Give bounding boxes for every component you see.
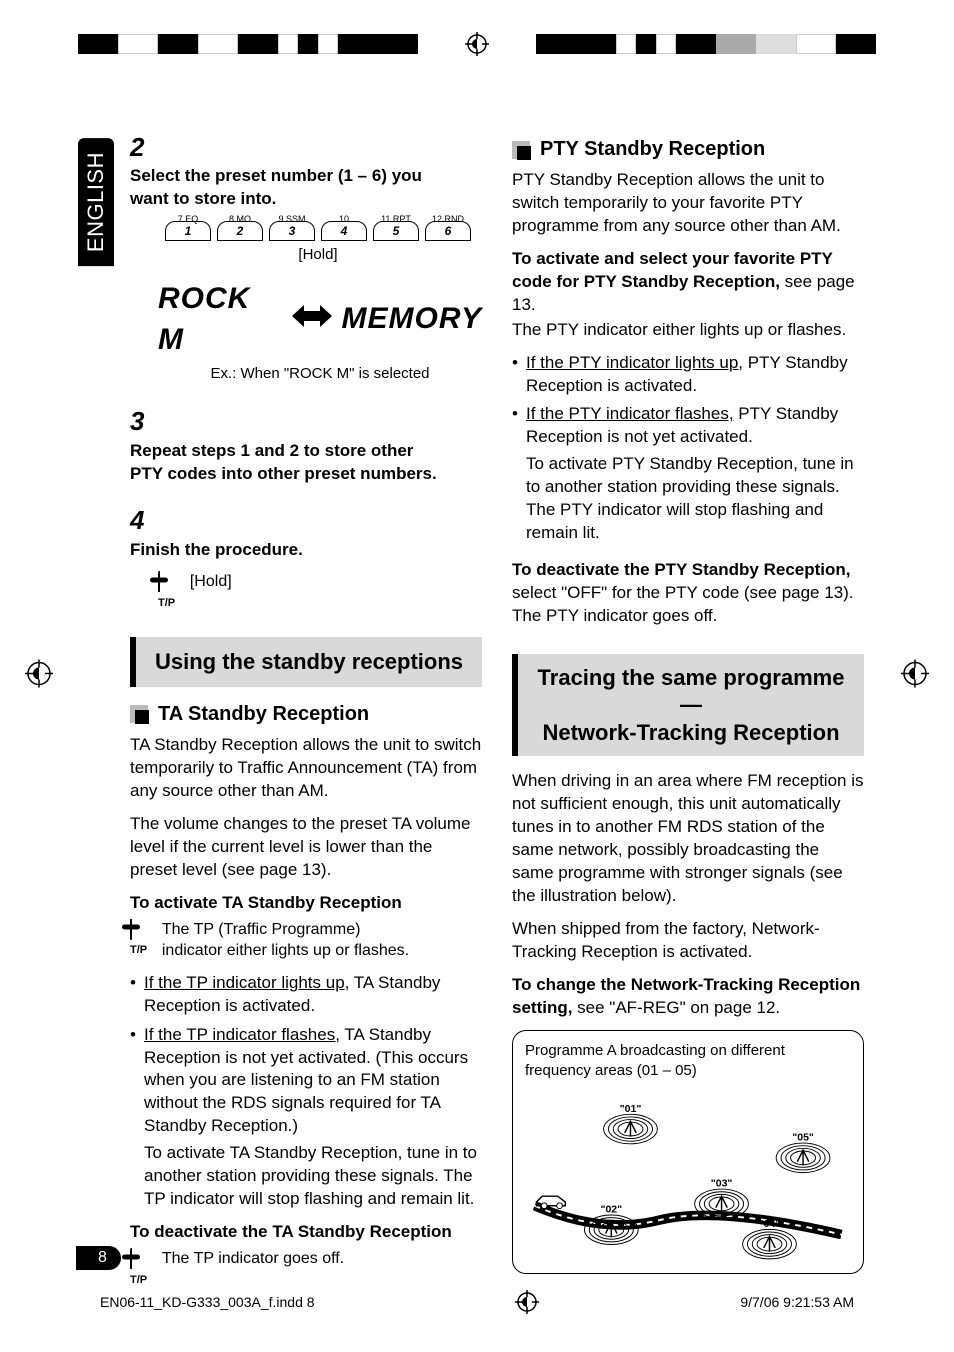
tp-button-row: T/P The TP indicator goes off. — [130, 1248, 482, 1288]
tp-button-icon: T/P — [158, 571, 175, 611]
page-content: 2 Select the preset number (1 – 6) you w… — [130, 130, 864, 1272]
tp-button-icon: T/P — [130, 1248, 147, 1288]
step-number: 3 — [130, 404, 158, 439]
body-text: PTY Standby Reception allows the unit to… — [512, 169, 864, 238]
network-tracking-diagram: Programme A broadcasting on different fr… — [512, 1030, 864, 1275]
preset-key: 39 SSM — [269, 221, 315, 241]
step-number: 2 — [130, 130, 158, 165]
bullet-list: If the TP indicator lights up, TA Standb… — [130, 972, 482, 1211]
svg-text:"03": "03" — [711, 1178, 733, 1190]
svg-text:"02": "02" — [600, 1204, 622, 1216]
body-text: When driving in an area where FM recepti… — [512, 770, 864, 908]
subheading-ta: TA Standby Reception — [130, 701, 482, 728]
subheading-pty: PTY Standby Reception — [512, 136, 864, 163]
list-item: If the TP indicator flashes, TA Standby … — [130, 1024, 482, 1212]
body-text: To activate and select your favorite PTY… — [512, 248, 864, 317]
double-arrow-icon — [292, 302, 332, 337]
step-2: 2 Select the preset number (1 – 6) you w… — [130, 130, 482, 211]
deactivate-text: The TP indicator goes off. — [162, 1248, 344, 1270]
step-text: Finish the procedure. — [130, 539, 450, 562]
list-item: If the PTY indicator lights up, PTY Stan… — [512, 352, 864, 398]
lcd-right: MEMORY — [342, 299, 482, 340]
tp-button-row: T/P The TP (Traffic Programme) indicator… — [130, 919, 482, 962]
example-note: Ex.: When "ROCK M" is selected — [158, 364, 482, 384]
registration-crosshair-icon — [515, 1290, 539, 1314]
svg-text:"01": "01" — [620, 1103, 642, 1115]
diagram-image: "01" "02" "03" "04" "05" — [525, 1087, 851, 1267]
square-bullet-icon — [130, 705, 148, 723]
svg-text:"04": "04" — [759, 1218, 781, 1230]
list-item: If the PTY indicator flashes, PTY Standb… — [512, 403, 864, 545]
body-text: To change the Network-Tracking Reception… — [512, 974, 864, 1020]
page-number: 8 — [76, 1246, 121, 1270]
tp-button-row: T/P [Hold] — [130, 571, 482, 611]
preset-key: 28 MO — [217, 221, 263, 241]
bullet-list: If the PTY indicator lights up, PTY Stan… — [512, 352, 864, 546]
preset-key: 511 RPT — [373, 221, 419, 241]
step-3: 3 Repeat steps 1 and 2 to store other PT… — [130, 404, 482, 485]
lcd-display-row: ROCK M MEMORY — [158, 279, 482, 360]
left-column: 2 Select the preset number (1 – 6) you w… — [130, 130, 482, 1272]
registration-crosshair-right-icon — [901, 660, 929, 693]
diagram-caption: Programme A broadcasting on different fr… — [525, 1041, 851, 1082]
section-banner: Using the standby receptions — [130, 637, 482, 687]
tp-button-icon: T/P — [130, 919, 147, 959]
body-text: To deactivate the PTY Standby Reception,… — [512, 559, 864, 628]
footer-date: 9/7/06 9:21:53 AM — [740, 1294, 854, 1310]
body-text: The PTY indicator either lights up or fl… — [512, 319, 864, 342]
heading-activate-ta: To activate TA Standby Reception — [130, 892, 482, 915]
print-registration-top — [0, 30, 954, 58]
preset-key: 410 — [321, 221, 367, 241]
svg-text:"05": "05" — [792, 1132, 814, 1144]
registration-crosshair-icon — [465, 32, 489, 56]
section-banner: Tracing the same programme— Network-Trac… — [512, 654, 864, 757]
tp-hold-label: [Hold] — [190, 571, 232, 593]
right-column: PTY Standby Reception PTY Standby Recept… — [512, 130, 864, 1272]
body-text: When shipped from the factory, Network-T… — [512, 918, 864, 964]
square-bullet-icon — [512, 141, 530, 159]
step-4: 4 Finish the procedure. — [130, 503, 482, 561]
step-number: 4 — [130, 503, 158, 538]
footer-file: EN06-11_KD-G333_003A_f.indd 8 — [100, 1294, 315, 1310]
language-tab: ENGLISH — [78, 138, 114, 266]
preset-key: 17 EQ — [165, 221, 211, 241]
step-text: Repeat steps 1 and 2 to store other PTY … — [130, 440, 450, 486]
activate-text: The TP (Traffic Programme) indicator eit… — [162, 919, 422, 962]
heading-deactivate-ta: To deactivate the TA Standby Reception — [130, 1221, 482, 1244]
print-footer: EN06-11_KD-G333_003A_f.indd 8 9/7/06 9:2… — [100, 1290, 854, 1314]
body-text: TA Standby Reception allows the unit to … — [130, 734, 482, 803]
preset-key: 612 RND — [425, 221, 471, 241]
lcd-left: ROCK M — [158, 279, 282, 360]
preset-keypad: 17 EQ 28 MO 39 SSM 410 511 RPT 612 RND [Hold] — [158, 221, 478, 265]
list-item: If the TP indicator lights up, TA Standb… — [130, 972, 482, 1018]
registration-crosshair-left-icon — [25, 660, 53, 693]
hold-label: [Hold] — [158, 245, 478, 265]
body-text: The volume changes to the preset TA volu… — [130, 813, 482, 882]
step-text: Select the preset number (1 – 6) you wan… — [130, 165, 450, 211]
